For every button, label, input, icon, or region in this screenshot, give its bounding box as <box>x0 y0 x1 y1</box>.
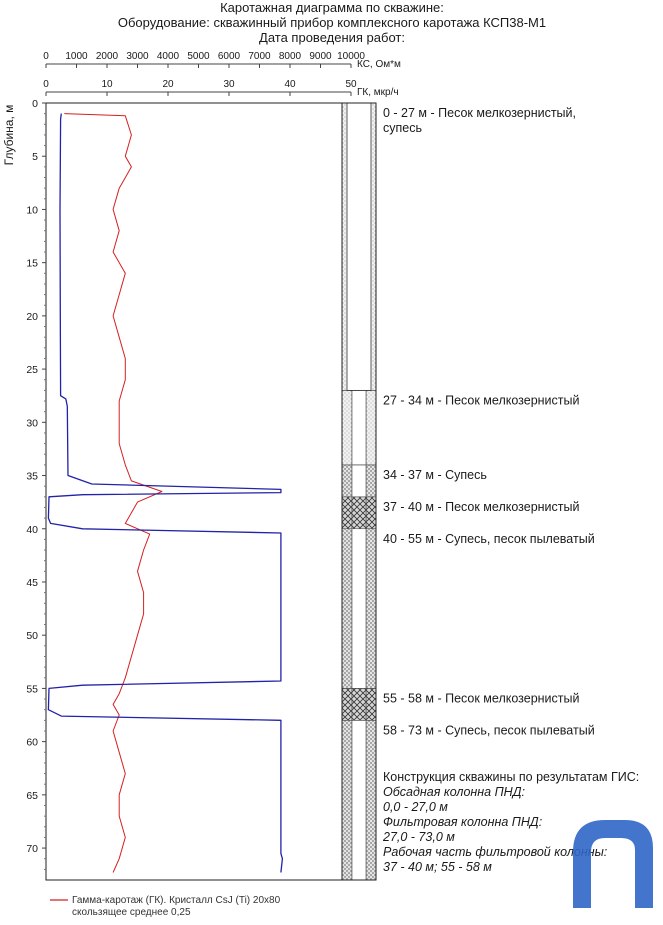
gk-curve <box>64 113 163 873</box>
filter-range: 27,0 - 73,0 м <box>382 830 455 844</box>
lithology-label: 40 - 55 м - Супесь, песок пылеватый <box>383 532 595 546</box>
gk-tick-label: 40 <box>284 79 296 90</box>
depth-tick-label: 45 <box>26 577 38 589</box>
ks-curve <box>47 113 284 873</box>
lithology-label: 34 - 37 м - Супесь <box>383 468 487 482</box>
depth-tick-label: 70 <box>26 843 38 855</box>
lithology-label: 37 - 40 м - Песок мелкозернистый <box>383 500 579 514</box>
ks-axis: 0 1000 2000 3000 4000 5000 6000 7000 8000 9000 100… <box>43 51 401 70</box>
gk-tick-label: 50 <box>345 79 357 90</box>
chart-title-line-3: Дата проведения работ: <box>259 30 405 45</box>
filter-pipe-1 <box>351 390 367 466</box>
ks-tick-label: 5000 <box>187 51 210 62</box>
gk-axis: 0 10 20 30 40 50 ГК, мкр/ч <box>43 79 398 98</box>
construction-heading: Конструкция скважины по результатам ГИС: <box>383 770 639 784</box>
ks-tick-label: 1000 <box>65 51 88 62</box>
ks-tick-label: 3000 <box>126 51 149 62</box>
legend-gk-line-2: скользящее среднее 0,25 <box>72 907 191 918</box>
depth-tick-label: 20 <box>26 311 38 323</box>
ks-tick-label: 2000 <box>96 51 119 62</box>
depth-tick-label: 50 <box>26 630 38 642</box>
depth-axis-label: Глубина, м <box>2 105 16 166</box>
logo-shape <box>573 820 653 908</box>
casing-label: Обсадная колонна ПНД: <box>383 785 525 799</box>
gk-tick-label: 10 <box>101 79 113 90</box>
filter-label: Фильтровая колонна ПНД: <box>383 815 542 829</box>
well-column <box>341 102 377 881</box>
lithology-label: 55 - 58 м - Песок мелкозернистый <box>383 691 579 705</box>
construction-notes: Конструкция скважины по результатам ГИС:… <box>382 770 639 874</box>
well-column-frame <box>341 102 377 881</box>
chart-title-line-2: Оборудование: скважинный прибор комплекс… <box>118 15 546 30</box>
working-range: 37 - 40 м; 55 - 58 м <box>383 860 492 874</box>
casing-range: 0,0 - 27,0 м <box>383 800 448 814</box>
gk-tick-label: 0 <box>43 79 49 90</box>
depth-tick-label: 10 <box>26 204 38 216</box>
ks-tick-label: 10000 <box>337 51 365 62</box>
formation-right-3 <box>365 496 377 530</box>
ks-tick-label: 6000 <box>218 51 241 62</box>
depth-tick-label: 5 <box>32 151 38 163</box>
plot-frame <box>45 102 343 881</box>
casing-pipe <box>346 102 372 391</box>
lithology-label: 58 - 73 м - Супесь, песок пылеватый <box>383 723 595 737</box>
lithology-label: супесь <box>383 121 422 135</box>
chart-title-line-1: Каротажная диаграмма по скважине: <box>220 0 444 15</box>
depth-tick-label: 15 <box>26 258 38 270</box>
formation-right-1 <box>365 390 377 466</box>
formation-left-4 <box>341 528 353 689</box>
formation-left-1 <box>341 390 353 466</box>
filter-pipe-4 <box>351 528 367 689</box>
gk-tick-label: 20 <box>162 79 174 90</box>
filter-pipe-3 <box>351 496 367 530</box>
ks-tick-label: 4000 <box>157 51 180 62</box>
formation-right-4 <box>365 528 377 689</box>
filter-pipe-5 <box>351 688 367 721</box>
ks-tick-label: 0 <box>43 51 49 62</box>
formation-left-2 <box>341 464 353 498</box>
formation-right-5 <box>365 688 377 721</box>
depth-tick-label: 0 <box>32 98 38 110</box>
formation-left-5 <box>341 688 353 721</box>
depth-tick-label: 65 <box>26 790 38 802</box>
lithology-label: 0 - 27 м - Песок мелкозернистый, <box>383 106 576 120</box>
formation-left-3 <box>341 496 353 530</box>
formation-left-6 <box>341 720 353 881</box>
ks-tick-label: 7000 <box>248 51 271 62</box>
legend-gk-line-1: Гамма-каротаж (ГК). Кристалл CsJ (Ti) 20… <box>72 895 281 906</box>
gk-axis-label: ГК, мкр/ч <box>357 87 399 98</box>
ks-tick-label: 8000 <box>279 51 302 62</box>
gk-tick-label: 30 <box>223 79 235 90</box>
working-label: Рабочая часть фильтровой колонны: <box>383 845 607 859</box>
depth-tick-label: 40 <box>26 524 38 536</box>
ks-tick-label: 9000 <box>309 51 332 62</box>
legend: Гамма-каротаж (ГК). Кристалл CsJ (Ti) 20… <box>50 895 281 918</box>
filter-pipe-2 <box>351 464 367 498</box>
ks-axis-label: КС, Ом*м <box>357 59 401 70</box>
formation-right-2 <box>365 464 377 498</box>
depth-tick-label: 25 <box>26 364 38 376</box>
lithology-label: 27 - 34 м - Песок мелкозернистый <box>383 393 579 407</box>
filter-pipe-6 <box>351 720 367 881</box>
company-logo <box>573 820 653 908</box>
depth-tick-label: 30 <box>26 417 38 429</box>
depth-tick-label: 35 <box>26 471 38 483</box>
formation-right-6 <box>365 720 377 881</box>
depth-tick-label: 55 <box>26 683 38 695</box>
depth-tick-label: 60 <box>26 737 38 749</box>
